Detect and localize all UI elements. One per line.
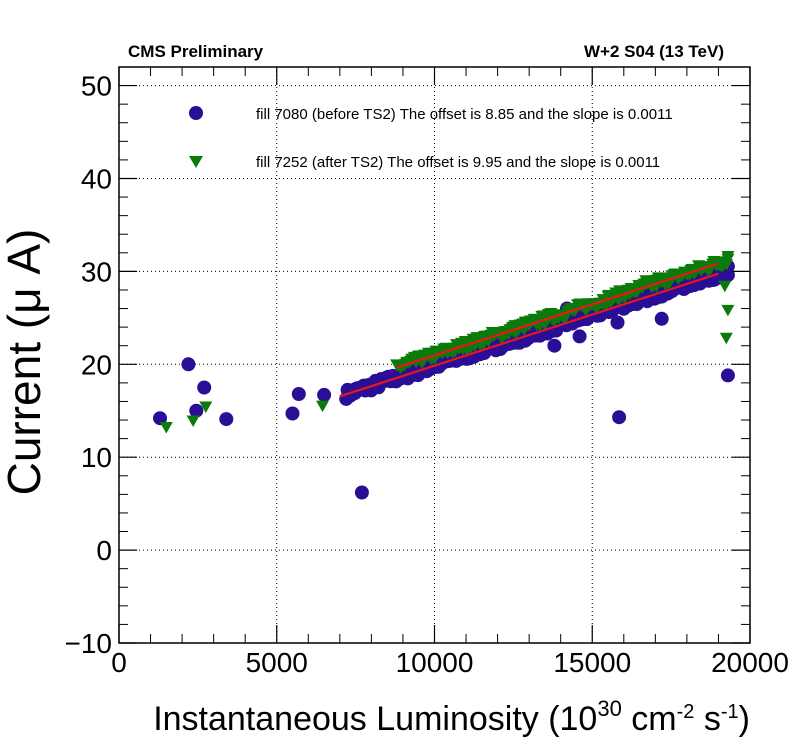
- series-1-outlier: [159, 422, 173, 434]
- fit-line-series-0: [339, 272, 719, 398]
- series-0-outlier: [547, 338, 562, 353]
- axis-ticks: [118, 66, 751, 644]
- fit-line-series-1: [396, 262, 719, 369]
- series-0-outlier: [291, 387, 306, 401]
- y-tick-label: 40: [81, 163, 112, 194]
- legend-marker-fill7080: [189, 106, 203, 120]
- x-tick-label: 20000: [711, 647, 789, 678]
- series-0-outlier: [354, 485, 369, 500]
- series-1-outlier: [721, 304, 735, 317]
- series-1-point: [720, 259, 734, 271]
- legend-marker-fill7252: [189, 156, 203, 168]
- x-tick-label: 0: [111, 647, 127, 678]
- legend-label-fill7252: fill 7252 (after TS2) The offset is 9.95…: [256, 154, 660, 171]
- x-axis-label: Instantaneous Luminosity (1030 cm-2 s-1): [153, 696, 750, 738]
- x-axis-label-main: Instantaneous Luminosity (10: [153, 700, 597, 738]
- series-1-outlier: [199, 401, 213, 413]
- y-tick-label: 50: [81, 71, 112, 102]
- series-1-outlier: [639, 275, 653, 287]
- legend-label-fill7080: fill 7080 (before TS2) The offset is 8.8…: [256, 106, 673, 123]
- fit-lines: [339, 262, 719, 398]
- x-axis-label-mid: cm: [622, 700, 677, 738]
- series-1-outlier: [316, 400, 329, 413]
- series-0-outlier: [572, 329, 587, 344]
- series-1-outlier: [721, 251, 735, 263]
- series-0-outlier: [197, 380, 212, 395]
- x-tick-label: 10000: [396, 647, 474, 678]
- series-0-outlier: [219, 412, 234, 427]
- x-axis-label-sup1: 30: [597, 696, 621, 721]
- header-right: W+2 S04 (13 TeV): [584, 42, 724, 61]
- series-1-outlier: [718, 280, 732, 293]
- y-tick-label: −10: [65, 628, 113, 659]
- series-1-outlier: [719, 332, 733, 345]
- y-tick-label: 10: [81, 442, 112, 473]
- y-axis-label: Current (μ A): [0, 229, 50, 496]
- series-0-outlier: [285, 406, 300, 421]
- x-axis-label-end: ): [739, 700, 750, 738]
- series-0-outlier: [720, 368, 735, 383]
- x-tick-label: 15000: [553, 647, 631, 678]
- series-0-outlier: [612, 410, 627, 425]
- series-0-outlier: [153, 411, 167, 426]
- series-0-outlier: [181, 357, 196, 372]
- data-points: [153, 251, 735, 500]
- x-axis-label-mid2: s: [694, 700, 720, 738]
- series-0-outlier: [720, 268, 735, 283]
- series-1-outlier: [652, 272, 665, 284]
- legend: fill 7080 (before TS2) The offset is 8.8…: [189, 106, 673, 171]
- x-axis-label-sup3: -1: [721, 701, 739, 723]
- series-0-outlier: [610, 315, 625, 330]
- x-axis-label-sup2: -2: [677, 701, 695, 723]
- y-tick-label: 20: [81, 349, 112, 380]
- series-0-outlier: [189, 403, 204, 418]
- y-tick-label: 30: [81, 256, 112, 287]
- series-1-outlier: [186, 415, 200, 427]
- header-left: CMS Preliminary: [128, 42, 264, 61]
- y-tick-label: 0: [96, 535, 112, 566]
- series-0-outlier: [317, 387, 332, 402]
- x-tick-label: 5000: [246, 647, 308, 678]
- series-0-outlier: [654, 311, 669, 326]
